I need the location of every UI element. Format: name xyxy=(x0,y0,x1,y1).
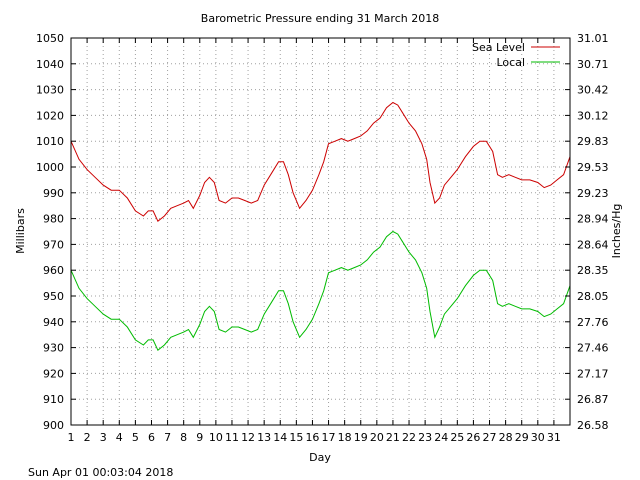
x-tick-label: 26 xyxy=(466,431,480,444)
legend: Sea Level Local xyxy=(472,41,560,69)
x-tick-label: 8 xyxy=(180,431,187,444)
y2-tick-label: 28.05 xyxy=(577,290,609,303)
x-tick-label: 23 xyxy=(418,431,432,444)
y2-tick-label: 28.64 xyxy=(577,238,609,251)
y-tick-label: 910 xyxy=(43,393,64,406)
y2-tick-label: 29.23 xyxy=(577,187,609,200)
x-tick-label: 2 xyxy=(84,431,91,444)
x-tick-label: 18 xyxy=(338,431,352,444)
x-tick-label: 27 xyxy=(483,431,497,444)
y-tick-label: 1040 xyxy=(36,58,64,71)
legend-label-sea-level: Sea Level xyxy=(472,41,525,54)
x-tick-label: 22 xyxy=(402,431,416,444)
x-tick-label: 14 xyxy=(273,431,287,444)
x-tick-label: 4 xyxy=(116,431,123,444)
y2-tick-label: 30.71 xyxy=(577,58,609,71)
y-tick-label: 990 xyxy=(43,187,64,200)
x-tick-label: 31 xyxy=(547,431,561,444)
y2-tick-label: 26.58 xyxy=(577,419,609,432)
x-tick-label: 24 xyxy=(434,431,448,444)
y-tick-label: 960 xyxy=(43,264,64,277)
y2-tick-label: 27.46 xyxy=(577,342,609,355)
y-tick-label: 1010 xyxy=(36,135,64,148)
x-tick-label: 17 xyxy=(322,431,336,444)
legend-label-local: Local xyxy=(496,56,525,69)
x-tick-label: 7 xyxy=(164,431,171,444)
x-axis-label: Day xyxy=(309,451,331,464)
y2-tick-label: 26.87 xyxy=(577,393,609,406)
y2-tick-label: 30.12 xyxy=(577,109,609,122)
x-tick-label: 9 xyxy=(196,431,203,444)
y2-axis-label: Inches/Hg xyxy=(610,204,623,259)
grid-lines xyxy=(71,38,570,425)
y2-tick-label: 27.17 xyxy=(577,367,609,380)
x-tick-label: 13 xyxy=(257,431,271,444)
y-tick-label: 970 xyxy=(43,238,64,251)
x-tick-label: 11 xyxy=(225,431,239,444)
x-tick-label: 20 xyxy=(370,431,384,444)
x-tick-label: 12 xyxy=(241,431,255,444)
x-tick-label: 21 xyxy=(386,431,400,444)
plot-frame xyxy=(70,37,571,426)
y2-tick-label: 27.76 xyxy=(577,316,609,329)
x-tick-label: 15 xyxy=(289,431,303,444)
x-tick-label: 6 xyxy=(148,431,155,444)
y-tick-label: 940 xyxy=(43,316,64,329)
y2-tick-label: 28.94 xyxy=(577,213,609,226)
y2-tick-label: 31.01 xyxy=(577,32,609,45)
y-tick-label: 980 xyxy=(43,213,64,226)
x-tick-label: 28 xyxy=(499,431,513,444)
y2-tick-label: 29.53 xyxy=(577,161,609,174)
x-tick-label: 30 xyxy=(531,431,545,444)
y2-tick-label: 30.42 xyxy=(577,84,609,97)
x-tick-label: 5 xyxy=(132,431,139,444)
y-tick-label: 1000 xyxy=(36,161,64,174)
series-line-sea-level xyxy=(70,101,571,222)
y-tick-label: 900 xyxy=(43,419,64,432)
x-tick-label: 19 xyxy=(354,431,368,444)
y-tick-label: 1050 xyxy=(36,32,64,45)
axis-ticks: 1 2 3 4 5 6 7 8 9 10 11 12 13 14 15 16 17 18 19 20 21 22 23 24 2… xyxy=(36,32,609,444)
x-tick-label: 16 xyxy=(305,431,319,444)
y2-tick-label: 28.35 xyxy=(577,264,609,277)
y-axis-label: Millibars xyxy=(14,208,27,254)
series-line-local xyxy=(70,230,571,351)
x-tick-label: 3 xyxy=(100,431,107,444)
y-tick-label: 1030 xyxy=(36,84,64,97)
x-tick-label: 1 xyxy=(68,431,75,444)
footer-timestamp: Sun Apr 01 00:03:04 2018 xyxy=(28,466,173,479)
y2-tick-label: 29.83 xyxy=(577,135,609,148)
y-tick-label: 920 xyxy=(43,367,64,380)
series-lines xyxy=(70,101,571,351)
y-tick-label: 1020 xyxy=(36,109,64,122)
chart-title: Barometric Pressure ending 31 March 2018 xyxy=(201,12,439,25)
x-tick-label: 10 xyxy=(209,431,223,444)
x-tick-label: 25 xyxy=(450,431,464,444)
y-tick-label: 950 xyxy=(43,290,64,303)
x-tick-label: 29 xyxy=(515,431,529,444)
y-tick-label: 930 xyxy=(43,342,64,355)
